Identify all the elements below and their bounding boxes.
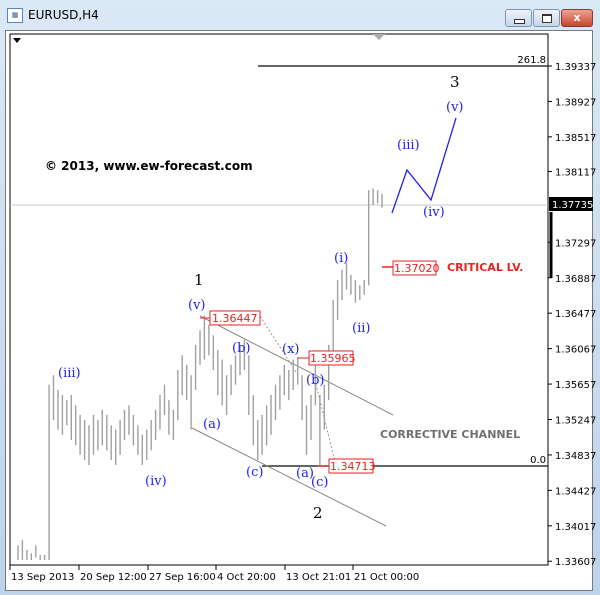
wave-label-iv: (iv) [145, 474, 167, 489]
wave-label-b2: (b) [306, 373, 324, 388]
wave-label-b: (b) [232, 341, 250, 356]
y-tick-label: 1.38517 [555, 133, 596, 144]
price-box-v [209, 310, 261, 326]
wave-label-2: 2 [313, 504, 323, 522]
plot-border [9, 33, 549, 566]
shift-marker-icon[interactable] [373, 34, 385, 40]
y-tick-label: 1.33607 [555, 557, 596, 568]
wave-label-v: (v) [188, 298, 206, 313]
wave-label-c2: (c) [311, 475, 328, 490]
price-label-critical: 1.37020 [394, 262, 440, 275]
wave-label-c: (c) [246, 465, 263, 480]
y-axis: 1.39337 1.38927 1.38517 1.38117 1.37297 1.368… [548, 62, 596, 568]
x-tick-label: 27 Sep 16:00 [149, 572, 216, 583]
dropdown-arrow-icon[interactable] [13, 38, 21, 43]
wave-label-a2: (a) [296, 466, 314, 481]
wave-label-v-projection: (v) [446, 100, 464, 115]
x-tick-label: 20 Sep 12:00 [80, 572, 147, 583]
y-tick-label: 1.39337 [555, 62, 596, 73]
y-tick-label: 1.35657 [555, 380, 596, 391]
price-label-v: 1.36447 [212, 312, 258, 325]
price-box-2 [328, 458, 374, 474]
channel-text: CORRECTIVE CHANNEL [380, 428, 520, 441]
fib-0-label: 0.0 [530, 455, 546, 466]
copyright-text: © 2013, www.ew-forecast.com [45, 159, 253, 173]
channel-upper-line[interactable] [199, 315, 394, 416]
chart-window-icon: ▦ [7, 8, 23, 23]
wave-label-x: (x) [282, 342, 299, 357]
price-box-critical [392, 260, 437, 276]
y-tick-label: 1.36477 [555, 309, 596, 320]
x-axis: 13 Sep 2013 20 Sep 12:00 27 Sep 16:00 4 Oct… [9, 565, 419, 583]
channel-lower-line[interactable] [191, 427, 387, 527]
price-label-x: 1.35965 [310, 352, 356, 365]
wave-label-a: (a) [203, 417, 221, 432]
price-box-x [308, 350, 354, 366]
maximize-button[interactable] [533, 9, 560, 27]
x-tick-label: 4 Oct 20:00 [217, 572, 276, 583]
x-tick-label: 13 Oct 21:01 [286, 572, 351, 583]
wave-label-ii: (ii) [352, 321, 370, 336]
projection-path [391, 117, 457, 214]
price-bars [17, 188, 383, 561]
fib-261-label: 261.8 [517, 55, 546, 66]
x-tick-label: 21 Oct 00:00 [354, 572, 419, 583]
wave-label-iii: (iii) [58, 366, 81, 381]
y-tick-label: 1.35247 [555, 416, 596, 427]
y-tick-label: 1.38117 [555, 167, 596, 178]
current-price-label: 1.37735 [552, 200, 593, 211]
y-tick-label: 1.34837 [555, 451, 596, 462]
x-tick-label: 13 Sep 2013 [11, 572, 74, 583]
critical-level-text: CRITICAL LV. [447, 261, 523, 274]
y-tick-label: 1.38927 [555, 97, 596, 108]
wave-label-i: (i) [334, 251, 348, 266]
wave-label-iii-projection: (iii) [397, 138, 420, 153]
wave-label-iv-projection: (iv) [423, 205, 445, 220]
wave-label-3: 3 [450, 73, 460, 91]
y-tick-label: 1.34427 [555, 486, 596, 497]
wave-label-1: 1 [194, 271, 204, 289]
y-tick-label: 1.36067 [555, 345, 596, 356]
y-tick-label: 1.34017 [555, 522, 596, 533]
dotted-trend-line [314, 379, 336, 463]
price-label-2: 1.34713 [330, 460, 376, 473]
chart-frame [5, 30, 593, 591]
minimize-button[interactable] [505, 9, 532, 27]
y-tick-label: 1.36887 [555, 274, 596, 285]
window-title: EURUSD,H4 [28, 8, 99, 22]
y-tick-label: 1.37297 [555, 238, 596, 249]
title-bar: ▦ EURUSD,H4 x [0, 0, 600, 30]
current-price-tag [549, 197, 593, 211]
close-button[interactable]: x [561, 9, 593, 27]
